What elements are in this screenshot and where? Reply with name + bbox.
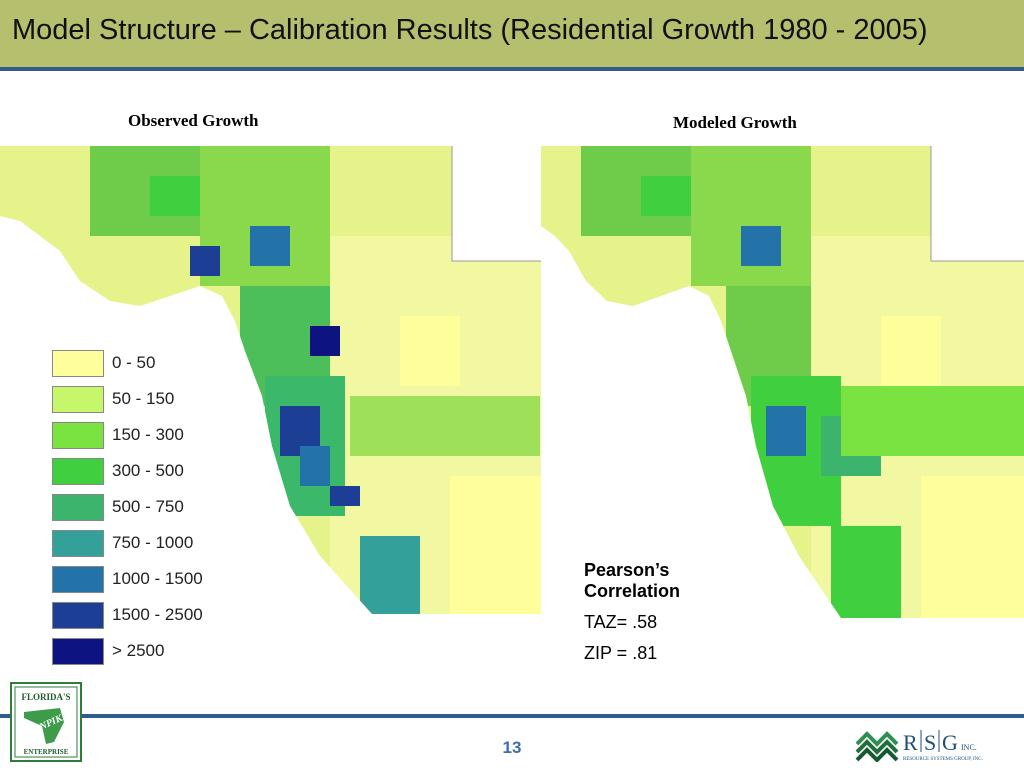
florida-turnpike-logo: FLORIDA'S TURNPIKE ENTERPRISE: [10, 682, 82, 762]
legend-label: 0 - 50: [112, 353, 156, 372]
legend-item: 1000 - 1500: [52, 566, 242, 594]
logo-subtitle: RESOURCE SYSTEMS GROUP, INC.: [903, 757, 983, 762]
title-divider: [0, 67, 1024, 71]
page-number: 13: [502, 738, 522, 757]
legend-swatch: [52, 422, 104, 449]
legend-item: 500 - 750: [52, 494, 242, 522]
legend-label: 150 - 300: [112, 425, 184, 444]
logo-inc: INC.: [961, 743, 977, 752]
legend-swatch: [52, 494, 104, 521]
logo-s: S: [924, 730, 936, 755]
legend-swatch: [52, 566, 104, 593]
legend-label: 1500 - 2500: [112, 605, 203, 624]
legend-swatch: [52, 458, 104, 485]
legend-item: 50 - 150: [52, 386, 242, 414]
legend-swatch: [52, 602, 104, 629]
logo-line-1: FLORIDA'S: [21, 692, 70, 702]
legend-label: 50 - 150: [112, 389, 175, 408]
logo-r: R: [903, 730, 918, 755]
correlation-heading: Pearson’s Correlation: [584, 560, 681, 601]
title-bar: Model Structure – Calibration Results (R…: [0, 0, 1024, 67]
taz-correlation: TAZ= .58: [584, 612, 658, 632]
rsg-logo: R S G INC. RESOURCE SYSTEMS GROUP, INC.: [855, 730, 983, 762]
legend-swatch: [52, 386, 104, 413]
logo-line-3: ENTERPRISE: [24, 748, 69, 756]
modeled-map-label: Modeled Growth: [673, 113, 797, 132]
legend-swatch: [52, 350, 104, 377]
legend-label: 750 - 1000: [112, 533, 194, 552]
legend-item: 0 - 50: [52, 350, 242, 378]
legend-item: 300 - 500: [52, 458, 242, 486]
observed-growth-map: [0, 146, 541, 614]
legend-label: 500 - 750: [112, 497, 184, 516]
modeled-growth-map: [541, 146, 1024, 618]
legend-swatch: [52, 530, 104, 557]
observed-map-label: Observed Growth: [128, 111, 259, 130]
legend-label: 300 - 500: [112, 461, 184, 480]
slide-title: Model Structure – Calibration Results (R…: [12, 14, 928, 46]
zip-correlation: ZIP = .81: [584, 643, 658, 663]
logo-g: G: [942, 730, 958, 755]
footer-divider: [0, 714, 1024, 718]
legend-label: > 2500: [112, 641, 165, 660]
legend-item: 1500 - 2500: [52, 602, 242, 630]
legend-item: > 2500: [52, 638, 242, 666]
correlation-stats: Pearson’s Correlation TAZ= .58 ZIP = .81: [584, 560, 744, 664]
legend-item: 150 - 300: [52, 422, 242, 450]
legend-swatch: [52, 638, 104, 665]
legend-item: 750 - 1000: [52, 530, 242, 558]
legend-label: 1000 - 1500: [112, 569, 203, 588]
